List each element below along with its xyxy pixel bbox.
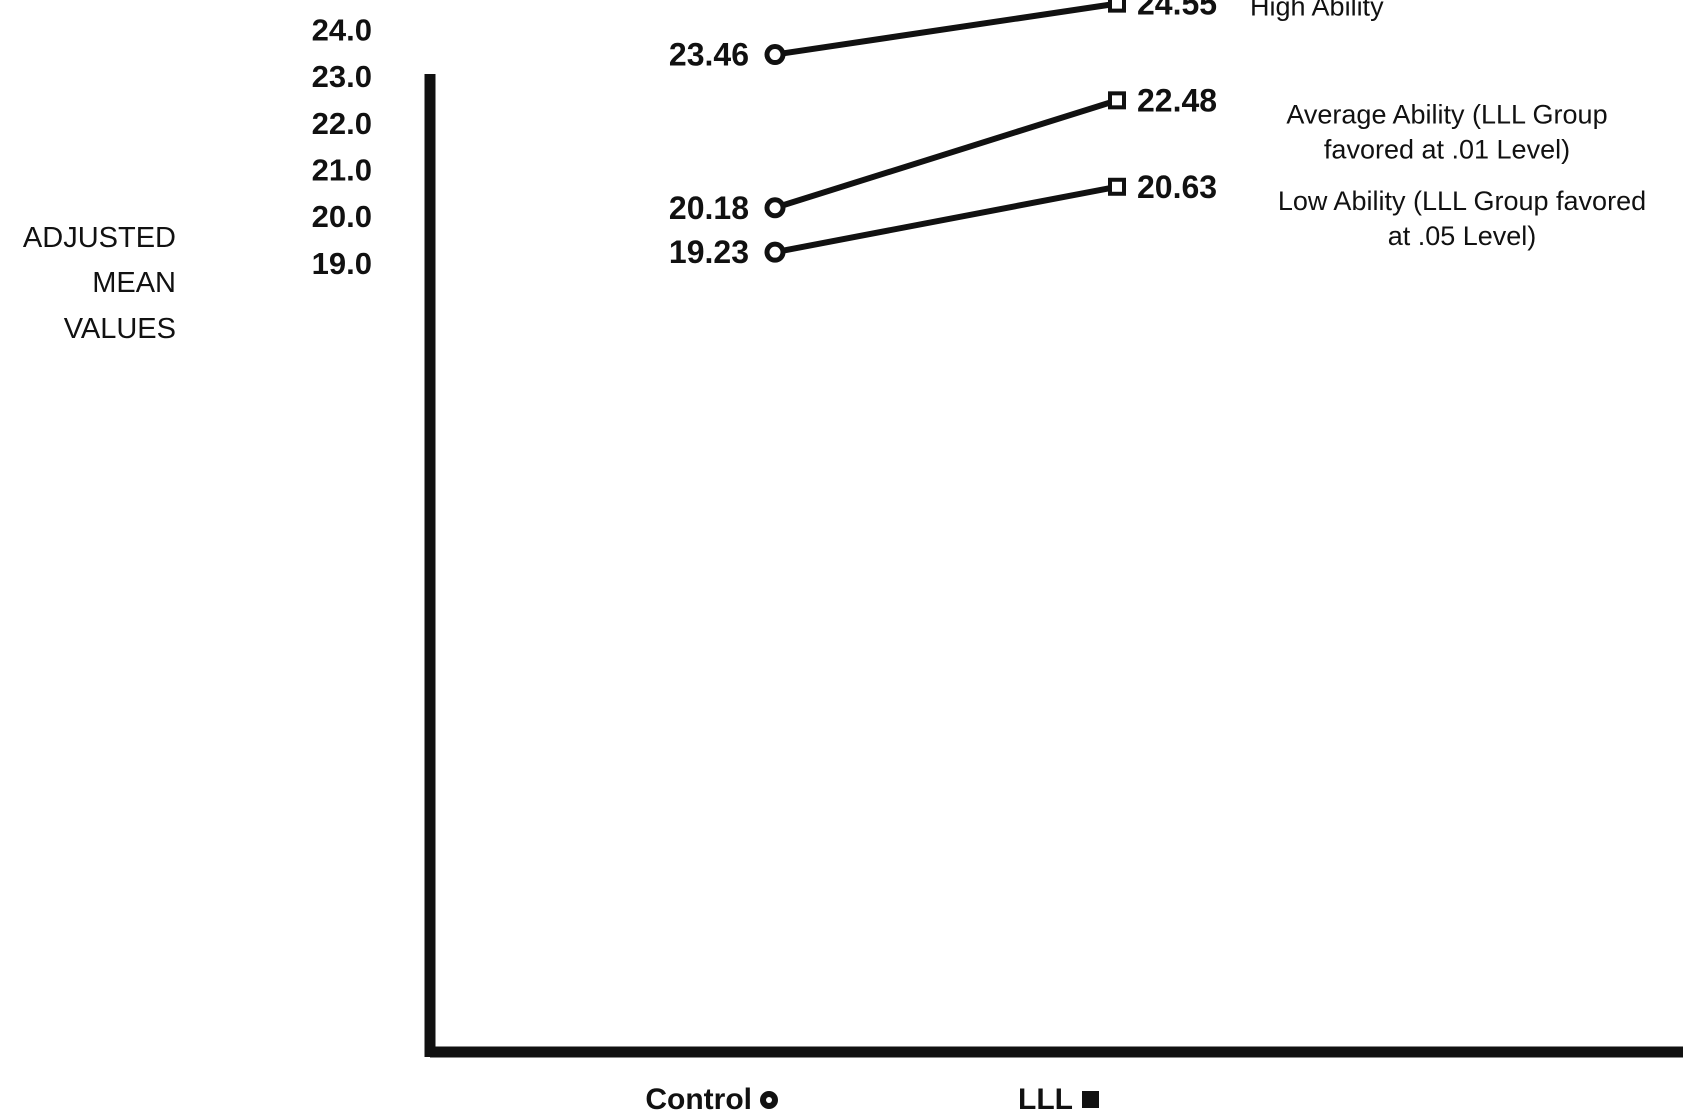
- y-tick-label: 20.0: [312, 199, 372, 234]
- data-point-marker: [764, 241, 786, 263]
- data-label: 20.18: [669, 190, 749, 226]
- series-annotation: at .05 Level): [1388, 221, 1537, 251]
- series-line-group: 23.46 24.55 High Ability: [669, 0, 1384, 73]
- series-line-group: 19.23 20.63 Low Ability (LLL Group favored…: [669, 169, 1646, 270]
- x-tick-label: LLL: [1018, 1083, 1073, 1116]
- y-tick-label: 24.0: [312, 12, 372, 47]
- axes: [424, 74, 1683, 1058]
- series-annotation: Average Ability (LLL Group: [1286, 99, 1607, 129]
- series-line: [774, 183, 1118, 256]
- series-annotation: High Ability: [1250, 0, 1384, 22]
- series-group: 23.46 24.55 High Ability 20.18 22.48 Average …: [669, 0, 1646, 270]
- x-category-label: Control: [645, 1083, 778, 1116]
- series-annotation: favored at .01 Level): [1324, 134, 1570, 164]
- x-category-labels: Control LLL: [645, 1083, 1099, 1116]
- data-point-marker: [1108, 177, 1126, 196]
- data-label: 20.63: [1137, 169, 1217, 205]
- data-point-marker: [1108, 0, 1126, 13]
- y-axis-label-line-2: MEAN: [92, 267, 176, 299]
- y-axis-label-line-1: ADJUSTED: [23, 222, 176, 254]
- data-label: 22.48: [1137, 82, 1217, 118]
- legend-circle-marker-center: [766, 1097, 772, 1103]
- y-tick-labels: 19.0 20.0 21.0 22.0 23.0 24.0: [312, 12, 372, 281]
- legend-square-marker: [1082, 1091, 1099, 1108]
- x-tick-label: Control: [645, 1083, 752, 1116]
- series-annotation: Low Ability (LLL Group favored: [1278, 186, 1646, 216]
- data-label: 23.46: [669, 37, 749, 73]
- y-axis-label-line-3: VALUES: [64, 313, 176, 345]
- data-point-marker: [1108, 91, 1126, 110]
- data-label: 24.55: [1137, 0, 1217, 22]
- data-label: 19.23: [669, 234, 749, 270]
- y-tick-label: 21.0: [312, 152, 372, 187]
- data-point-marker: [764, 44, 786, 66]
- y-axis-label: ADJUSTED MEAN VALUES: [23, 222, 176, 345]
- series-line: [774, 0, 1118, 58]
- x-category-label: LLL: [1018, 1083, 1099, 1116]
- y-tick-label: 22.0: [312, 106, 372, 141]
- data-point-marker: [764, 197, 786, 219]
- y-tick-label: 19.0: [312, 246, 372, 281]
- series-line-group: 20.18 22.48 Average Ability (LLL Group favo…: [669, 82, 1608, 225]
- y-tick-label: 23.0: [312, 59, 372, 94]
- series-line: [774, 97, 1118, 211]
